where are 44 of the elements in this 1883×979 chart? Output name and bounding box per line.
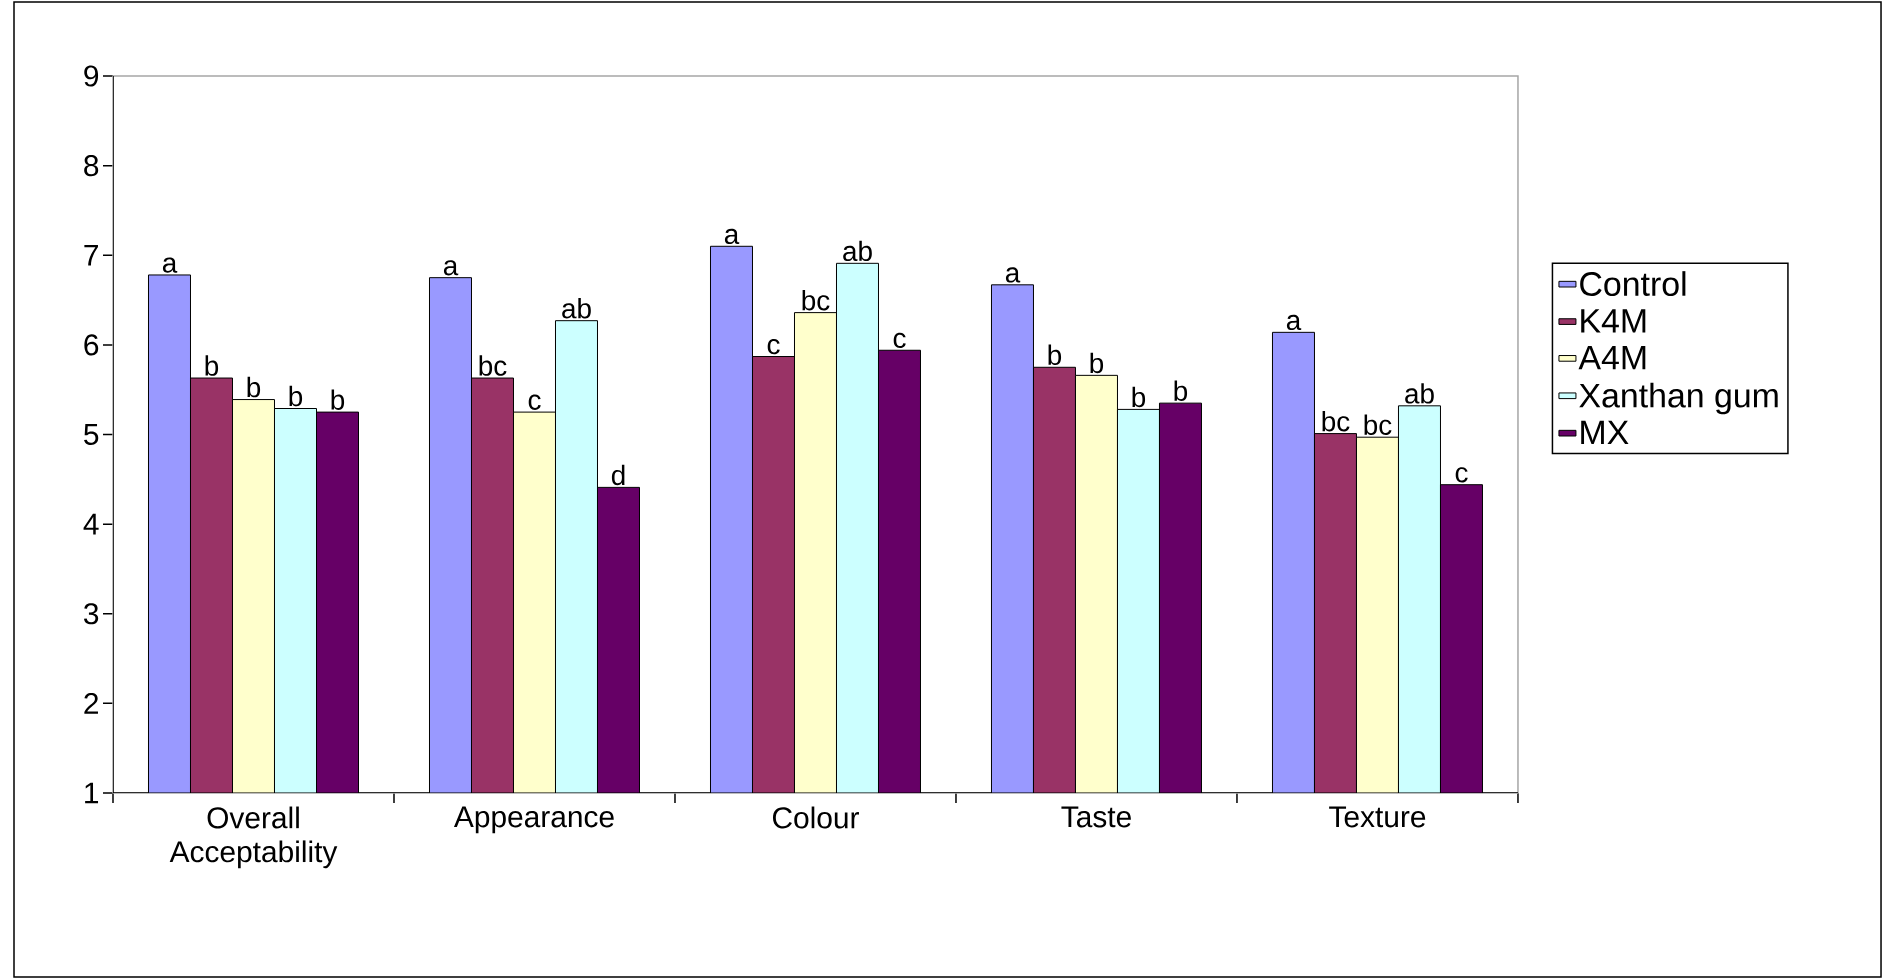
- y-tick-label: 6: [84, 334, 99, 356]
- data-label: b: [1174, 380, 1188, 401]
- y-tick-label: 2: [84, 692, 98, 714]
- data-label: b: [247, 376, 261, 398]
- x-tick-label: Overall Acceptability: [169, 806, 338, 869]
- data-label: a: [1286, 314, 1302, 331]
- data-label: ab: [562, 298, 591, 319]
- legend-label: Xanthan gum: [1579, 382, 1778, 415]
- data-label: b: [289, 385, 303, 407]
- data-label: d: [611, 464, 625, 486]
- data-label: b: [1090, 352, 1104, 374]
- data-label: b: [331, 389, 345, 410]
- y-tick-label: 4: [83, 513, 99, 535]
- x-tick-label: Appearance: [453, 806, 614, 834]
- y-tick-label: 7: [84, 244, 98, 266]
- data-label: b: [1132, 386, 1146, 408]
- legend-label: K4M: [1581, 309, 1646, 333]
- legend-label: MX: [1581, 420, 1629, 445]
- data-label: c: [767, 339, 780, 355]
- data-label: a: [443, 260, 459, 276]
- data-label: ab: [843, 240, 872, 262]
- data-label: a: [1005, 267, 1021, 283]
- y-tick-label: 1: [85, 782, 99, 804]
- data-label: b: [1048, 344, 1062, 366]
- x-tick-label: Taste: [1061, 806, 1131, 828]
- data-label: bc: [1322, 410, 1350, 432]
- data-label: ab: [1405, 383, 1434, 404]
- data-label: bc: [1364, 414, 1392, 435]
- y-tick-label: 5: [84, 424, 99, 445]
- legend-label: A4M: [1578, 345, 1646, 370]
- data-label: c: [1455, 467, 1468, 483]
- legend-label: Control: [1580, 271, 1686, 297]
- data-label: a: [724, 228, 740, 245]
- y-tick-label: 9: [84, 65, 99, 87]
- data-label: b: [205, 355, 219, 376]
- data-label: c: [893, 332, 906, 349]
- y-tick-label: 8: [84, 155, 99, 177]
- data-label: c: [528, 394, 541, 410]
- data-label: bc: [479, 355, 507, 376]
- data-label: a: [162, 257, 178, 273]
- y-tick-label: 3: [84, 603, 99, 625]
- data-label: bc: [802, 289, 830, 311]
- x-tick-label: Colour: [772, 806, 859, 829]
- x-tick-label: Texture: [1329, 806, 1426, 828]
